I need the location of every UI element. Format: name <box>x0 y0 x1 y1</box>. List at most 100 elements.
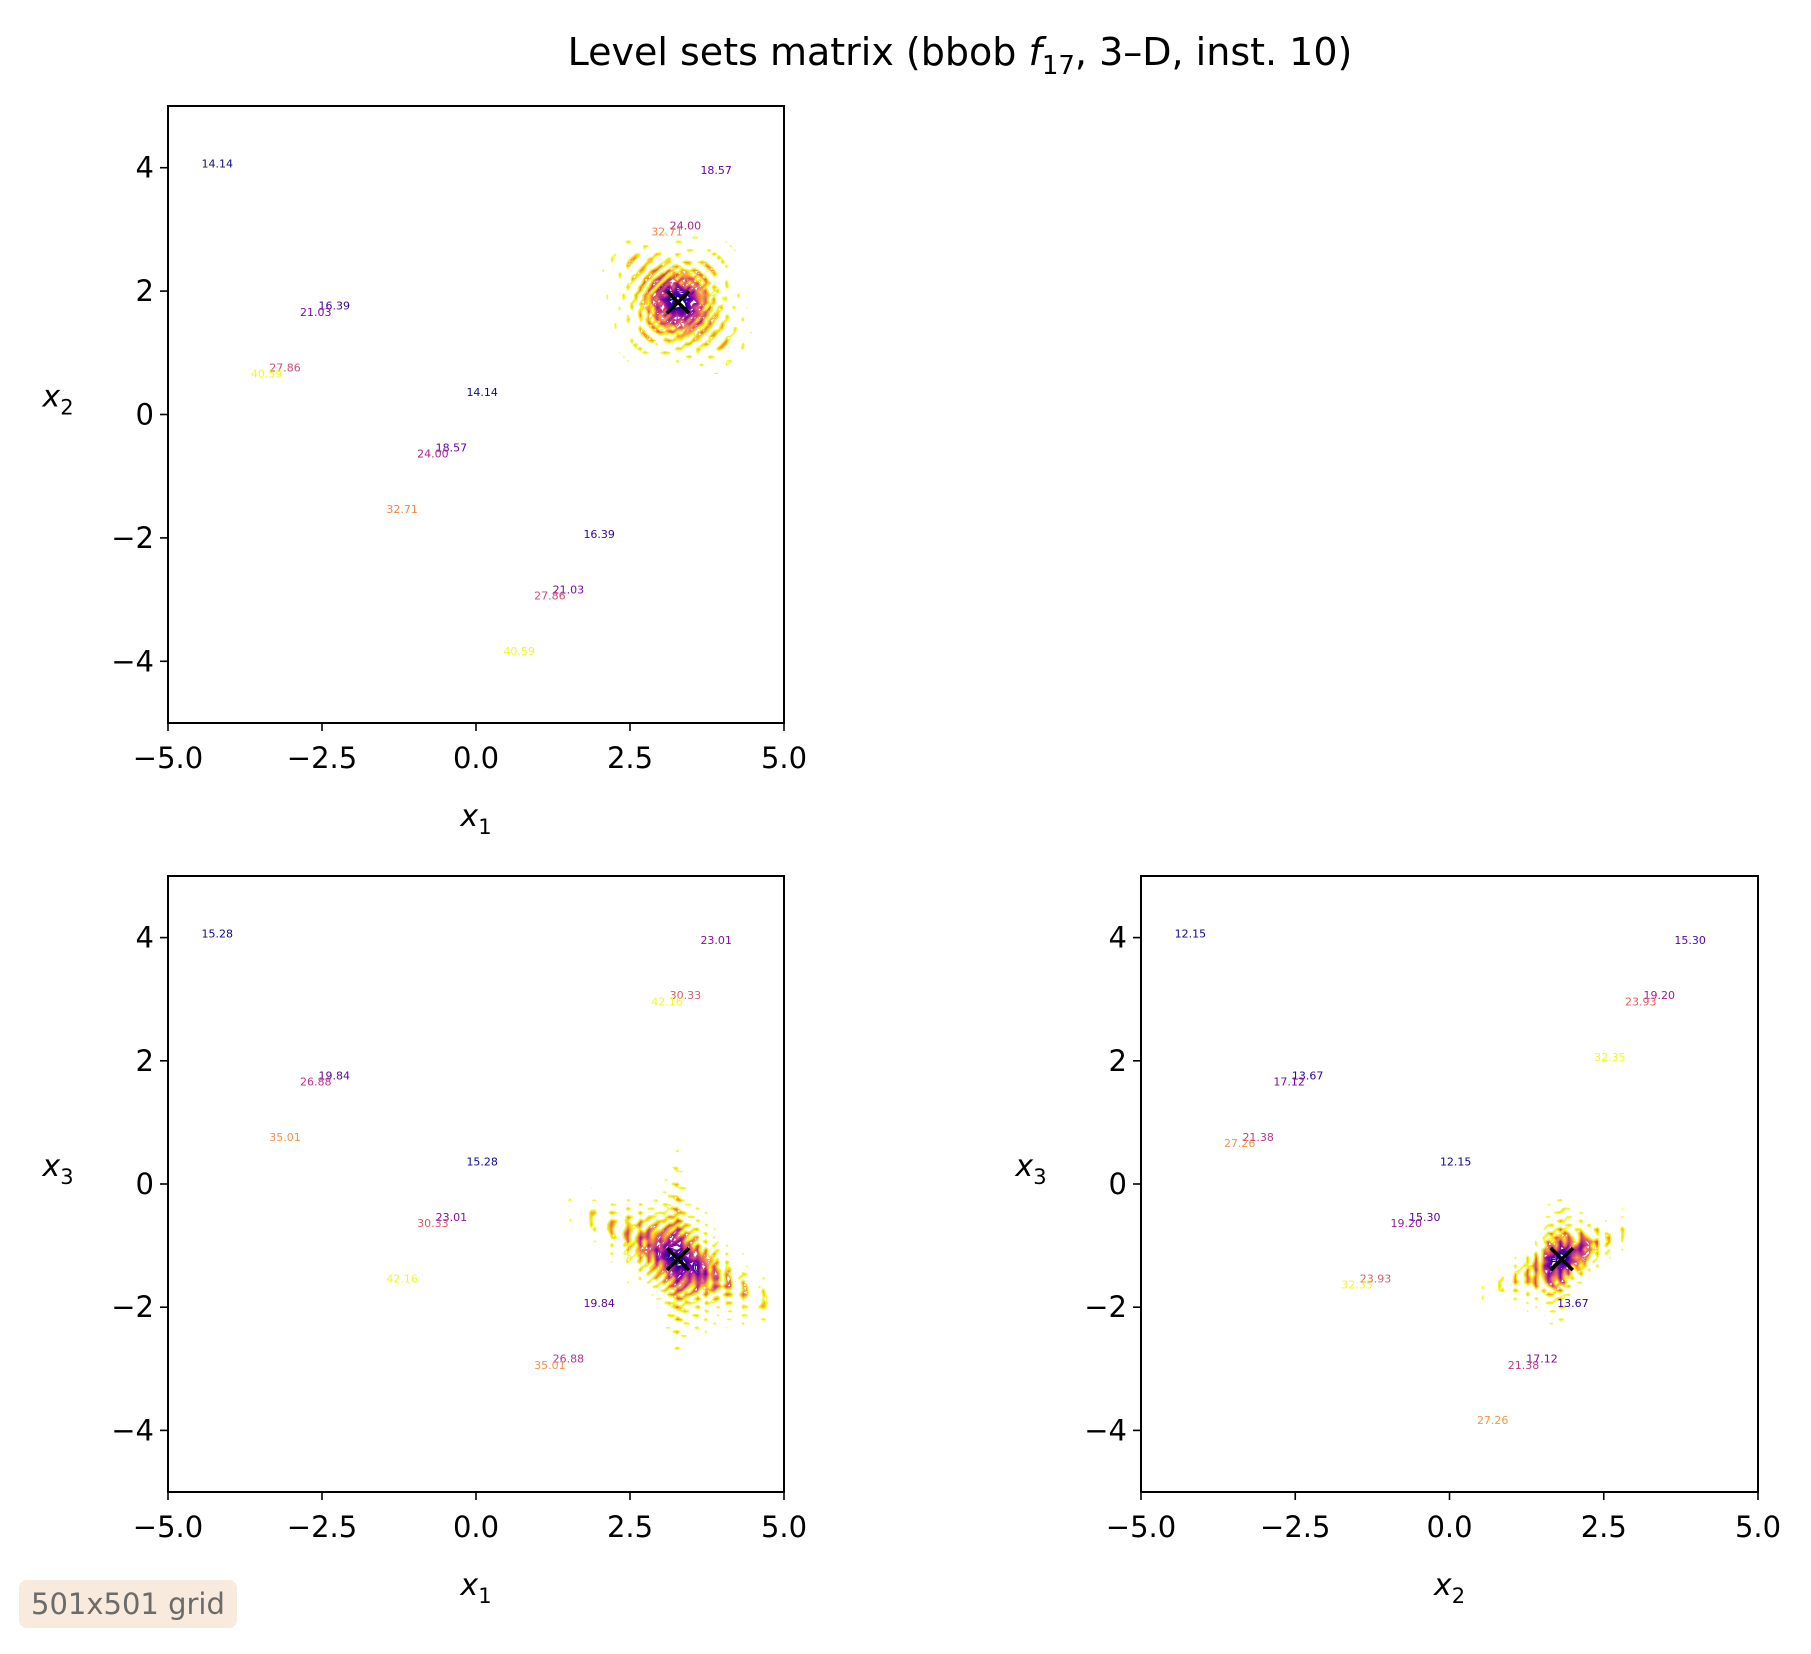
y-axis-label: x3 <box>1014 1149 1046 1189</box>
contour-level-label: 16.39 <box>583 528 615 541</box>
contour-level-label: 26.88 <box>553 1353 585 1366</box>
x-tick-label: 2.5 <box>607 741 653 775</box>
y-tick-label: −2 <box>111 1290 154 1324</box>
y-axis-label: x3 <box>41 1149 73 1189</box>
y-tick-label: −2 <box>1084 1290 1127 1324</box>
contour-level-label: 30.33 <box>670 989 702 1002</box>
contour-level-label: 21.03 <box>553 583 585 596</box>
y-axis-label: x2 <box>41 380 73 420</box>
contour-level-label: 40.59 <box>251 368 283 381</box>
x-tick-label: 5.0 <box>1735 1510 1781 1544</box>
contour-level-label: 42.16 <box>651 995 683 1008</box>
contour-level-label: 12.15 <box>1440 1156 1472 1169</box>
axes-frame <box>167 105 785 724</box>
panels-layer: 14.14 14.14 16.39 16.39 18.57 18.57 21.03 21.03… <box>41 105 1781 1608</box>
x-axis-label: x1 <box>459 799 491 839</box>
x-axis-label: x2 <box>1433 1568 1465 1608</box>
x-tick-label: −5.0 <box>1106 1510 1176 1544</box>
contour-level-label: 15.30 <box>1409 1211 1441 1224</box>
contour-level-label: 26.88 <box>300 1075 332 1088</box>
y-tick-label: 2 <box>1109 1044 1127 1078</box>
contour-level-label: 18.57 <box>700 164 732 177</box>
contour-level-label: 21.38 <box>1508 1359 1540 1372</box>
x-tick-label: 0.0 <box>1426 1510 1472 1544</box>
contour-level-label: 24.00 <box>670 219 702 232</box>
contour-level-label: 32.71 <box>651 226 683 239</box>
y-tick-label: −4 <box>111 644 154 678</box>
x-tick-label: −5.0 <box>133 1510 203 1544</box>
contour-level-label: 16.39 <box>319 300 351 313</box>
x-tick-label: −5.0 <box>133 741 203 775</box>
contour-level-label: 15.28 <box>466 1156 498 1169</box>
x-tick-label: 0.0 <box>453 741 499 775</box>
contour-level-label: 19.20 <box>1391 1217 1423 1230</box>
y-tick-label: 4 <box>136 151 154 185</box>
x-tick-label: −2.5 <box>287 741 357 775</box>
contour-level-label: 17.12 <box>1526 1353 1558 1366</box>
contour-level-label: 35.01 <box>534 1359 566 1372</box>
contour-level-label: 18.57 <box>436 442 468 455</box>
axes-frame <box>167 875 785 1493</box>
contour-group: 12.15 12.15 13.67 13.67 15.30 15.30 17.12 17.12… <box>1175 928 1706 1428</box>
y-tick-label: −4 <box>111 1413 154 1447</box>
contour-line <box>1481 1198 1625 1325</box>
contour-level-label: 19.84 <box>319 1069 351 1082</box>
y-tick-label: −2 <box>111 521 154 555</box>
contour-level-label: 21.38 <box>1242 1131 1274 1144</box>
contour-line <box>602 224 753 383</box>
contour-level-label: 15.30 <box>1674 934 1706 947</box>
contour-level-label: 13.67 <box>1557 1297 1589 1310</box>
contour-level-label: 42.16 <box>386 1273 418 1286</box>
contour-level-label: 12.15 <box>1175 928 1207 941</box>
x-tick-label: −2.5 <box>1260 1510 1330 1544</box>
contour-level-label: 32.35 <box>1341 1279 1373 1292</box>
contour-level-label: 23.93 <box>1360 1273 1392 1286</box>
contour-level-label: 23.01 <box>700 934 732 947</box>
contour-level-label: 21.03 <box>300 306 332 319</box>
panel-x1-x2: 14.14 14.14 16.39 16.39 18.57 18.57 21.03 21.03… <box>41 105 807 839</box>
y-tick-label: 4 <box>1109 921 1127 955</box>
x-tick-label: 5.0 <box>761 741 807 775</box>
optimum-marker <box>665 289 691 315</box>
y-tick-label: 2 <box>136 274 154 308</box>
y-tick-label: −4 <box>1084 1413 1127 1447</box>
optimum-marker <box>1549 1246 1575 1272</box>
contour-level-label: 19.20 <box>1644 989 1676 1002</box>
contour-level-label: 23.01 <box>436 1211 468 1224</box>
contour-level-label: 40.59 <box>503 645 535 658</box>
contour-level-label: 27.86 <box>534 590 566 603</box>
grid-size-badge: 501x501 grid <box>19 1580 237 1628</box>
contour-level-label: 17.12 <box>1273 1075 1305 1088</box>
contour-level-label: 32.35 <box>1594 1051 1626 1064</box>
x-tick-label: 2.5 <box>1581 1510 1627 1544</box>
contour-level-label: 14.14 <box>466 386 498 399</box>
x-tick-label: 0.0 <box>453 1510 499 1544</box>
contour-group: 15.28 15.28 19.84 19.84 23.01 23.01 26.88 26.88… <box>202 928 784 1372</box>
contour-level-label: 27.26 <box>1224 1137 1256 1150</box>
x-axis-label: x1 <box>459 1568 491 1608</box>
x-tick-label: 2.5 <box>607 1510 653 1544</box>
figure-title: Level sets matrix (bbob f17, 3–D, inst. … <box>568 30 1353 81</box>
contour-level-label: 23.93 <box>1625 995 1657 1008</box>
x-tick-label: 5.0 <box>761 1510 807 1544</box>
axes-frame <box>1140 875 1759 1493</box>
contour-group: 14.14 14.14 16.39 16.39 18.57 18.57 21.03 21.03… <box>202 158 753 658</box>
contour-level-label: 35.01 <box>269 1131 301 1144</box>
contour-level-label: 27.86 <box>269 361 301 374</box>
contour-level-label: 30.33 <box>417 1217 449 1230</box>
y-tick-label: 0 <box>136 398 154 432</box>
y-tick-label: 2 <box>136 1044 154 1078</box>
contour-level-label: 15.28 <box>202 928 234 941</box>
panel-x2-x3: 12.15 12.15 13.67 13.67 15.30 15.30 17.12 17.12… <box>1014 875 1781 1608</box>
contour-level-label: 14.14 <box>202 158 234 171</box>
x-tick-label: −2.5 <box>287 1510 357 1544</box>
contour-level-label: 32.71 <box>386 503 418 516</box>
panel-x1-x3: 15.28 15.28 19.84 19.84 23.01 23.01 26.88 26.88… <box>41 875 807 1608</box>
y-tick-label: 4 <box>136 921 154 955</box>
contour-level-label: 24.00 <box>417 448 449 461</box>
y-tick-label: 0 <box>1109 1167 1127 1201</box>
optimum-marker <box>665 1246 691 1272</box>
contour-level-label: 13.67 <box>1292 1069 1324 1082</box>
contour-level-label: 27.26 <box>1477 1414 1509 1427</box>
